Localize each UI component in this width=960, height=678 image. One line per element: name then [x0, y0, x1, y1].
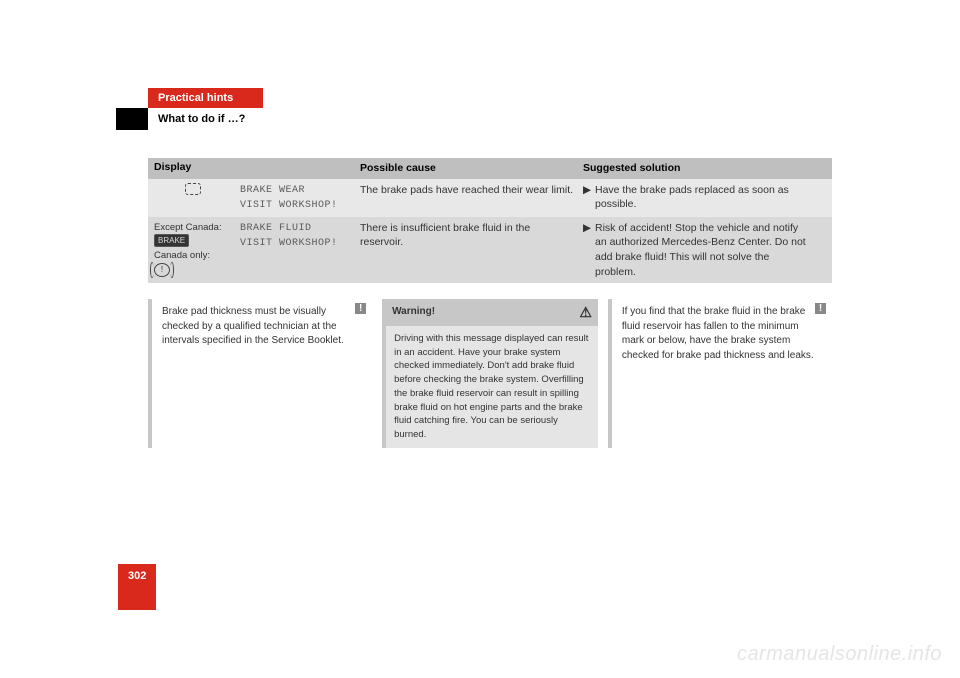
cause-cell: The brake pads have reached their wear l… — [360, 183, 583, 213]
cause-cell: There is insufficient brake fluid in the… — [360, 221, 583, 280]
section-header: Practical hints — [148, 88, 263, 108]
brake-text-icon: BRAKE — [154, 234, 189, 247]
table-row: BRAKE WEAR VISIT WORKSHOP! The brake pad… — [148, 179, 832, 217]
solution-cell: ▶ Risk of accident! Stop the vehicle and… — [583, 221, 814, 280]
diagnostic-table: Display Possible cause Suggested solutio… — [148, 158, 832, 283]
display-icon-cell — [154, 183, 232, 213]
display-message: BRAKE FLUID VISIT WORKSHOP! — [240, 221, 354, 277]
brake-circle-icon: ! — [154, 263, 170, 277]
note-icon: ! — [815, 303, 826, 314]
warning-box: Warning! ⚠ Driving with this message dis… — [382, 299, 598, 447]
note-icon: ! — [355, 303, 366, 314]
arrow-icon: ▶ — [583, 221, 595, 280]
warning-triangle-icon: ⚠ — [579, 302, 592, 322]
table-header-row: Display Possible cause Suggested solutio… — [148, 158, 832, 179]
note-right: ! If you find that the brake fluid in th… — [608, 299, 832, 447]
display-message: BRAKE WEAR VISIT WORKSHOP! — [240, 183, 354, 213]
brake-wear-icon — [185, 183, 201, 195]
col-solution-header: Suggested solution — [583, 161, 814, 176]
col-cause-header: Possible cause — [360, 161, 583, 176]
page-number: 302 — [118, 564, 156, 610]
note-left: ! Brake pad thickness must be visually c… — [148, 299, 372, 447]
sub-header: What to do if …? — [148, 108, 245, 130]
col-display-header: Display — [148, 161, 360, 176]
table-row: Except Canada: BRAKE Canada only: ! BRAK… — [148, 217, 832, 284]
solution-cell: ▶ Have the brake pads replaced as soon a… — [583, 183, 814, 213]
warning-title: Warning! — [392, 305, 435, 320]
arrow-icon: ▶ — [583, 183, 595, 213]
black-marker — [116, 108, 148, 130]
display-icon-cell: Except Canada: BRAKE Canada only: ! — [154, 221, 232, 277]
warning-body: Driving with this message displayed can … — [386, 326, 598, 448]
watermark: carmanualsonline.info — [737, 643, 942, 666]
